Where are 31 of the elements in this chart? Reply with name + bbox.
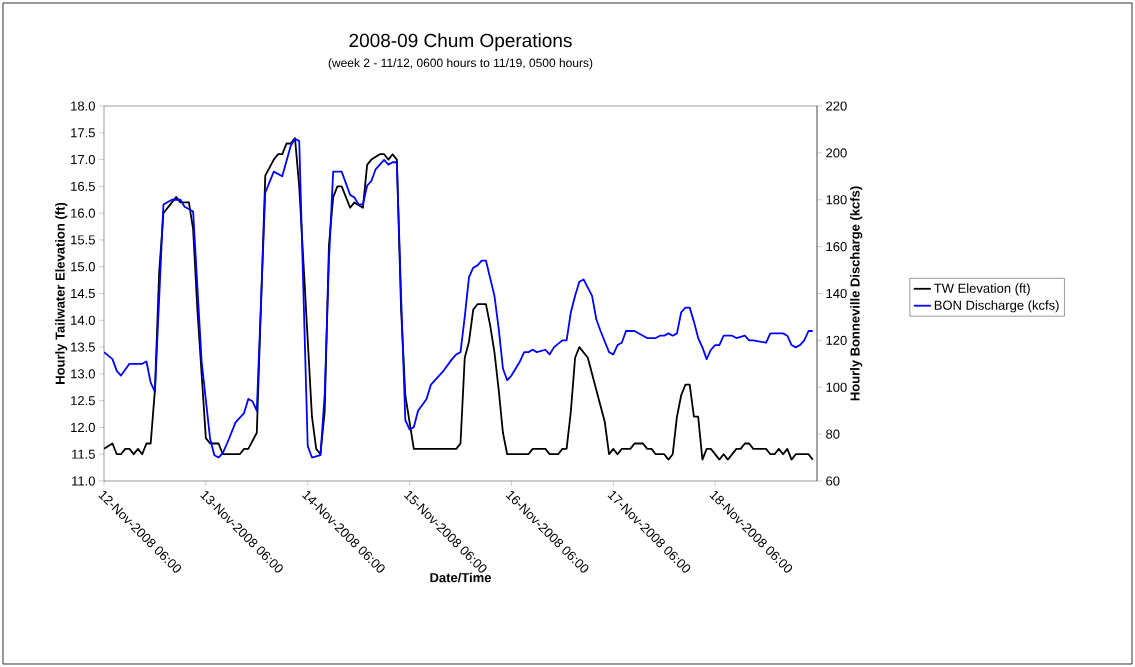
chart-title: 2008-09 Chum Operations [349,33,572,51]
y-tick-label: 11.5 [72,449,95,459]
y2-axis-title: Hourly Bonneville Discharge (kcfs) [850,186,863,401]
legend-label: TW Elevation (ft) [934,283,1030,296]
chart-subtitle: (week 2 - 11/12, 0600 hours to 11/19, 0500 hours) [328,58,593,70]
y-tick-label: 12.0 [71,422,95,433]
y-tick-label: 12.5 [71,396,95,406]
y2-tick-label: 100 [826,382,847,392]
y-axis-title: Hourly Tailwater Elevation (ft) [55,202,68,384]
y2-tick-label: 140 [826,288,847,299]
y-tick-label: 16.0 [71,208,95,218]
y2-tick-label: 60 [826,476,840,486]
y2-tick-label: 200 [826,148,847,158]
y-tick-label: 13.0 [71,369,95,379]
x-axis-title: Date/Time [430,572,492,583]
y2-tick-label: 180 [826,195,847,205]
y-tick-label: 11.0 [72,476,95,486]
legend-label: BON Discharge (kcfs) [934,300,1059,313]
y2-tick-label: 160 [826,242,847,252]
y-tick-label: 15.5 [71,235,95,245]
y-tick-label: 15.0 [71,262,95,272]
y2-tick-label: 80 [826,429,840,439]
y-tick-label: 17.5 [71,128,95,138]
y-tick-label: 16.5 [71,181,95,191]
y-tick-label: 14.5 [71,288,95,299]
y-tick-label: 14.0 [71,315,95,325]
y2-tick-label: 120 [826,335,847,345]
y-tick-label: 18.0 [71,101,95,111]
y2-tick-label: 220 [826,101,847,111]
y-tick-label: 17.0 [71,154,95,165]
y-tick-label: 13.5 [71,342,95,352]
